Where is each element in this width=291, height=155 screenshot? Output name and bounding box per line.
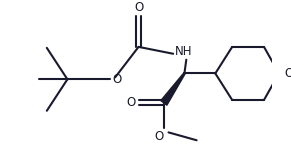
Text: O: O bbox=[112, 73, 122, 86]
Text: O: O bbox=[155, 130, 164, 143]
Text: O: O bbox=[126, 96, 136, 109]
Polygon shape bbox=[161, 73, 185, 105]
Text: NH: NH bbox=[175, 45, 193, 58]
Text: O: O bbox=[134, 1, 143, 14]
Text: O: O bbox=[285, 67, 291, 80]
